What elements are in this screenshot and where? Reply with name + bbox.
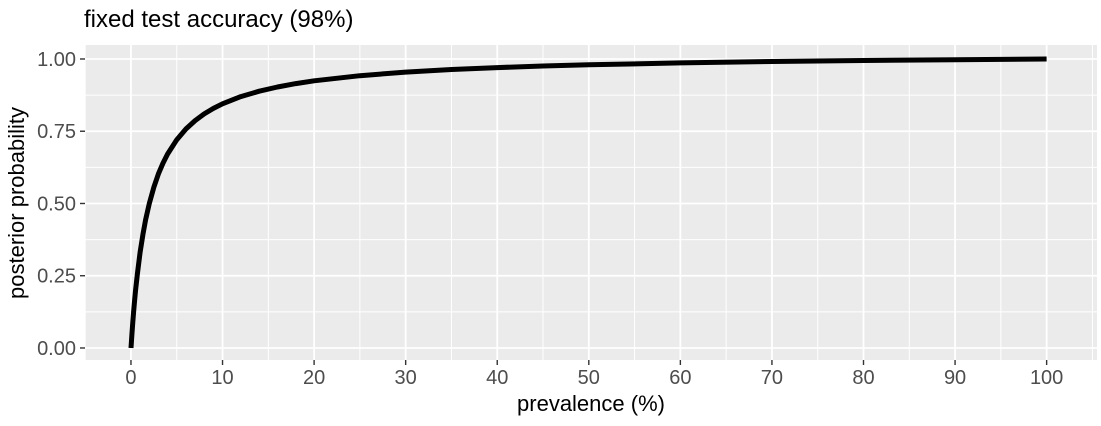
x-tick-label: 10: [211, 367, 233, 389]
x-tick-label: 100: [1030, 367, 1063, 389]
x-axis-label: prevalence (%): [517, 391, 665, 416]
x-tick-label: 40: [486, 367, 508, 389]
x-tick-label: 30: [395, 367, 417, 389]
x-tick-label: 90: [944, 367, 966, 389]
x-tick-label: 80: [852, 367, 874, 389]
x-tick-label: 70: [761, 367, 783, 389]
y-tick-label: 0.75: [37, 121, 76, 143]
panel-background: [85, 45, 1097, 360]
x-tick-label: 0: [125, 367, 136, 389]
x-tick-label: 60: [669, 367, 691, 389]
y-tick-label: 1.00: [37, 49, 76, 71]
y-tick-label: 0.00: [37, 338, 76, 360]
y-tick-label: 0.25: [37, 266, 76, 288]
chart-title: fixed test accuracy (98%): [84, 6, 354, 33]
y-tick-label: 0.50: [37, 193, 76, 215]
posterior-curve: [128, 56, 1047, 349]
x-tick-label: 50: [578, 367, 600, 389]
y-axis-label: posterior probability: [4, 107, 29, 299]
x-tick-label: 20: [303, 367, 325, 389]
